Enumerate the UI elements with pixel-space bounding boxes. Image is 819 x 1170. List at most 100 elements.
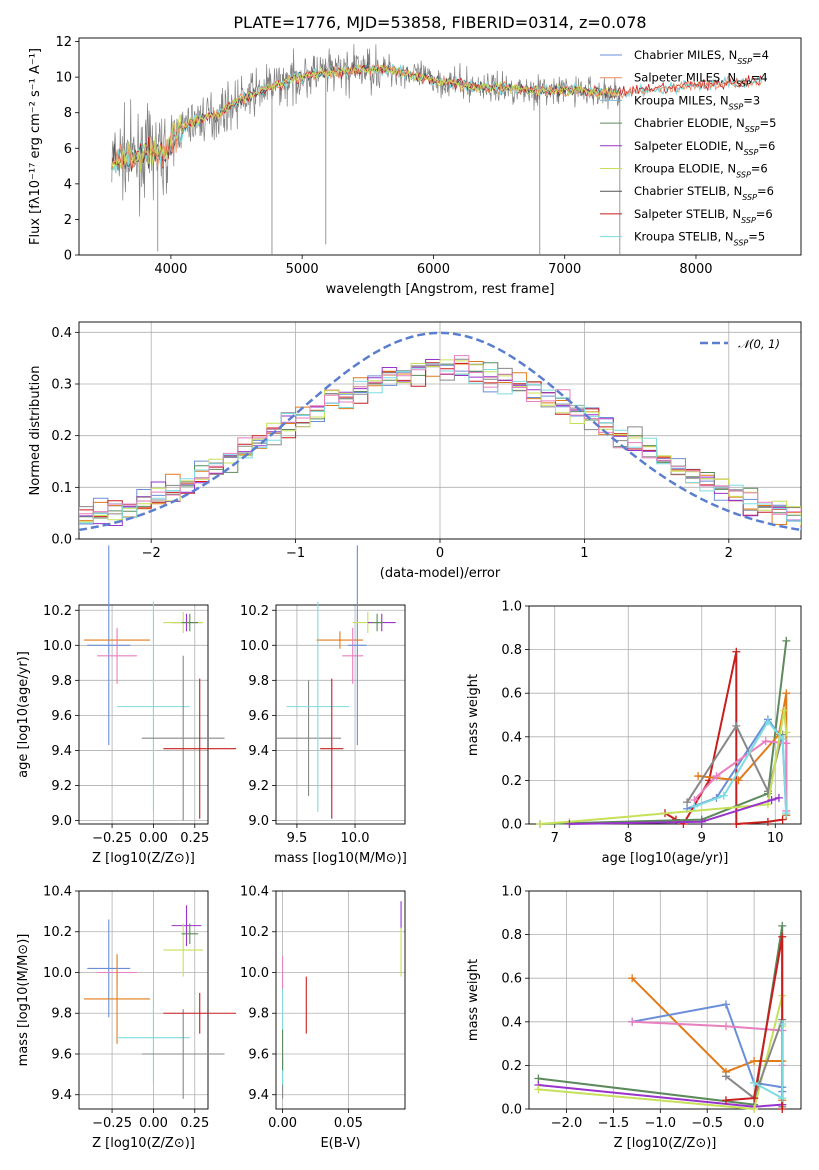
data-point — [763, 717, 772, 726]
legend-entry: Kroupa STELIB, NSSP=5 — [634, 230, 765, 248]
data-point — [778, 1094, 787, 1103]
x-tick-label: 0.00 — [139, 1116, 168, 1131]
data-point — [761, 737, 770, 746]
y-tick-label: 10.2 — [240, 604, 269, 619]
y-tick-label: 9.4 — [248, 1088, 269, 1103]
x-tick-label: 9 — [698, 831, 706, 846]
x-tick-label: 7 — [551, 831, 559, 846]
x-tick-label: −2 — [142, 546, 161, 561]
axes-frame — [275, 604, 406, 825]
mass-weight-series — [569, 796, 780, 825]
y-tick-label: 0.8 — [501, 643, 522, 658]
error-bar-point — [163, 678, 237, 819]
x-tick-label: 2 — [725, 546, 733, 561]
y-tick-label: 0.2 — [501, 774, 522, 789]
y-tick-label: 2 — [64, 213, 72, 228]
x-axis-label: Z [log10(Z/Z⊙)] — [92, 1136, 195, 1151]
error-bar-point — [320, 678, 344, 819]
y-tick-label: 0.0 — [51, 533, 72, 548]
normal-curve — [79, 331, 801, 532]
data-point — [782, 728, 791, 737]
data-point — [732, 647, 741, 656]
y-tick-label: 12 — [55, 35, 72, 50]
x-tick-label: 8000 — [679, 262, 712, 277]
y-tick-label: 10.0 — [43, 966, 72, 981]
panel-mass-weight-vs-Z: −2.0 −1.5 −1.0 −0.5 0.0 0.0 0.2 0.4 0.6 0.8 1.0 Z [… — [466, 885, 802, 1151]
data-point — [565, 820, 574, 828]
x-axis-label: Z [log10(Z/Z⊙)] — [614, 1136, 717, 1151]
spectrum-lines — [111, 44, 762, 255]
error-bar-point — [171, 905, 202, 947]
error-bar-point — [117, 992, 190, 1083]
x-tick-label: −0.5 — [691, 1116, 723, 1131]
y-axis-label: age [log10(age/yr)] — [16, 651, 31, 778]
y-tick-label: 9.6 — [248, 709, 269, 724]
data-point — [767, 796, 776, 805]
x-tick-label: −0.25 — [92, 831, 132, 846]
y-tick-label: 10.0 — [240, 966, 269, 981]
x-tick-label: −1.5 — [598, 1116, 630, 1131]
y-tick-label: 9.4 — [248, 744, 269, 759]
error-bar-point — [141, 655, 225, 821]
data-point — [721, 1022, 730, 1031]
axes-frame — [275, 890, 406, 1110]
model-spectrum — [111, 64, 621, 173]
data-point — [712, 772, 721, 781]
legend-entry: Chabrier STELIB, NSSP=6 — [634, 184, 774, 202]
data-point — [750, 1057, 759, 1066]
y-tick-label: 0 — [64, 249, 72, 264]
panel-spectrum: 4000 5000 6000 7000 8000 0 2 4 6 8 10 12 wavelength … — [28, 35, 802, 297]
data-point — [782, 636, 791, 645]
x-axis-label: wavelength [Angstrom, rest frame] — [326, 282, 555, 297]
data-point — [778, 932, 787, 941]
y-tick-label: 0.1 — [51, 481, 72, 496]
y-tick-label: 0.2 — [51, 429, 72, 444]
error-bar-point — [117, 601, 190, 812]
x-tick-label: 10 — [767, 831, 784, 846]
panel-residual-histogram: −2 −1 0 1 2 0.0 0.1 0.2 0.3 0.4 (data-model)/error… — [28, 321, 802, 581]
error-bar-point — [348, 545, 367, 746]
y-tick-label: 0.4 — [501, 730, 522, 745]
error-bar-point — [87, 545, 131, 746]
y-tick-label: 10.4 — [240, 885, 269, 900]
error-bar-point — [141, 1009, 225, 1099]
panel-age-vs-mass: 9.5 10.0 9.0 9.2 9.4 9.6 9.8 10.0 10.2 mass [log1… — [240, 545, 407, 866]
y-tick-label: 0.6 — [501, 972, 522, 987]
y-tick-label: 6 — [64, 142, 72, 157]
x-tick-label: 1 — [580, 546, 588, 561]
y-tick-label: 4 — [64, 177, 72, 192]
x-tick-label: 10.0 — [341, 831, 370, 846]
data-point — [778, 815, 787, 824]
data-point — [721, 1096, 730, 1105]
y-tick-label: 9.8 — [51, 674, 72, 689]
error-bar-point — [342, 627, 364, 684]
y-tick-label: 1.0 — [501, 600, 522, 615]
axes-frame — [528, 605, 802, 825]
y-tick-label: 0.0 — [501, 1103, 522, 1118]
x-axis-label: age [log10(age/yr)] — [602, 851, 729, 866]
data-point — [721, 1072, 730, 1081]
legend-entry: Salpeter MILES, NSSP=4 — [634, 71, 768, 89]
panel-age-vs-Z: −0.25 0.00 0.25 9.0 9.2 9.4 9.6 9.8 10.0 10.2 Z [l… — [16, 545, 237, 866]
panel-mass-vs-Z: −0.25 0.00 0.25 9.4 9.6 9.8 10.0 10.2 10.4 Z [log… — [16, 885, 237, 1151]
y-tick-label: 0.4 — [501, 1015, 522, 1030]
y-tick-label: 0.6 — [501, 687, 522, 702]
y-axis-label: Normed distribution — [28, 366, 43, 496]
x-tick-label: 0.25 — [180, 1116, 209, 1131]
data-point — [734, 776, 743, 785]
data-point — [628, 1017, 637, 1026]
x-tick-label: 0 — [436, 546, 444, 561]
figure-title: PLATE=1776, MJD=53858, FIBERID=0314, z=0… — [233, 13, 646, 32]
model-spectrum — [111, 61, 621, 169]
y-tick-label: 1.0 — [501, 885, 522, 900]
y-tick-label: 9.4 — [51, 744, 72, 759]
y-tick-label: 9.2 — [51, 779, 72, 794]
x-tick-label: −2.0 — [551, 1116, 583, 1131]
y-tick-label: 9.8 — [248, 1007, 269, 1022]
legend-entry: Kroupa ELODIE, NSSP=6 — [634, 162, 768, 180]
error-bar-point — [286, 601, 350, 812]
data-point — [694, 772, 703, 781]
data-point — [782, 689, 791, 698]
legend-entry: Chabrier ELODIE, NSSP=5 — [634, 116, 776, 134]
